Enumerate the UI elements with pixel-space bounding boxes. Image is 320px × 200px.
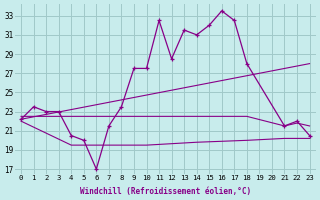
X-axis label: Windchill (Refroidissement éolien,°C): Windchill (Refroidissement éolien,°C) <box>80 187 251 196</box>
